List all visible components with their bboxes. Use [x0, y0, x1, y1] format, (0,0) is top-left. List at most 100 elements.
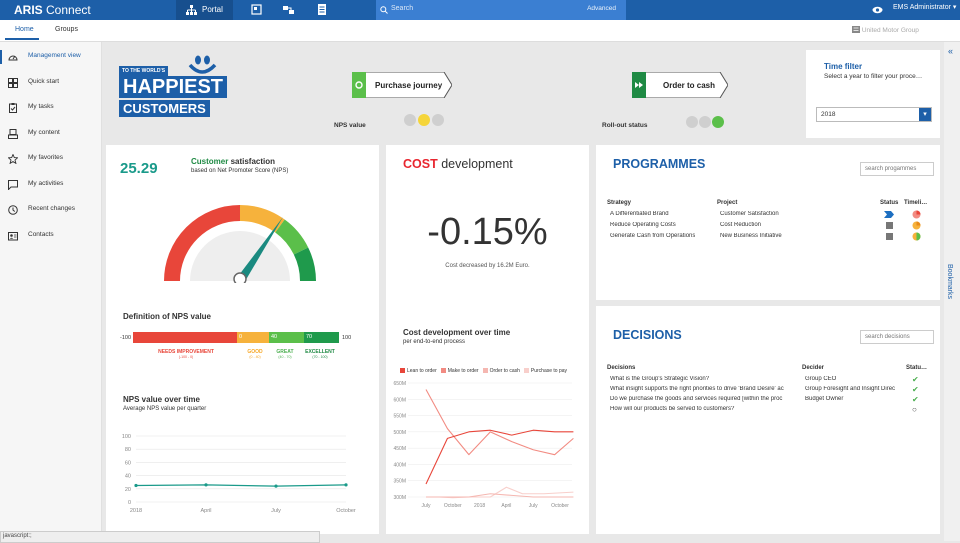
- purchase-journey-label: Purchase journey: [375, 81, 443, 90]
- nps-line-chart: 0 20 40 60 80 100 2018 April July October: [122, 434, 356, 514]
- year-select[interactable]: 2018 ▾: [816, 107, 932, 122]
- brand-bold: ARIS: [14, 3, 43, 17]
- sidebar-item-my-favorites[interactable]: My favorites: [0, 149, 101, 169]
- tab-home[interactable]: Home: [15, 26, 34, 33]
- purchase-journey-button[interactable]: Purchase journey: [352, 72, 452, 98]
- model-nav-button[interactable]: [246, 0, 268, 20]
- sidebar-item-label: Recent changes: [28, 205, 75, 212]
- legend-item[interactable]: Lean to order: [400, 368, 437, 374]
- table-row[interactable]: Generate Cash from Operations New Busine…: [596, 232, 940, 243]
- tab-bar: [0, 20, 960, 42]
- nps-chart-subtitle: Average NPS value per quarter: [123, 406, 207, 412]
- sidebar-item-label: Contacts: [28, 231, 54, 238]
- cell-decision: What is the Group's Strategic Vision?: [610, 376, 710, 382]
- eye-icon[interactable]: [872, 6, 883, 14]
- advanced-search-link[interactable]: Advanced: [587, 5, 616, 12]
- legend-range: (-100 - 0): [178, 355, 194, 359]
- y-tick-label: 400M: [393, 462, 406, 468]
- sidebar-item-label: Quick start: [28, 78, 60, 85]
- cost-caption: Cost decreased by 16.2M Euro.: [445, 263, 530, 269]
- col-strategy[interactable]: Strategy: [607, 200, 632, 206]
- smiley-icon: [188, 55, 217, 74]
- nps-band-value: 70: [306, 334, 313, 340]
- building-icon: [852, 26, 860, 33]
- sidebar-item-label: My favorites: [28, 154, 64, 161]
- collapse-icon[interactable]: «: [948, 46, 954, 56]
- order-to-cash-button[interactable]: Order to cash: [632, 72, 728, 98]
- decisions-title: DECISIONS: [613, 328, 682, 342]
- col-decisions[interactable]: Decisions: [607, 365, 636, 371]
- table-row[interactable]: Reduce Operating Costs Cost Reduction: [596, 221, 940, 232]
- active-tab-indicator: [5, 38, 39, 40]
- user-menu[interactable]: EMS Administrator ▾: [893, 3, 956, 11]
- y-tick-label: 550M: [393, 414, 406, 420]
- sidebar-item-my-activities[interactable]: My activities: [0, 175, 101, 195]
- legend-item[interactable]: Purchase to pay: [523, 368, 567, 374]
- search-input[interactable]: Search: [391, 5, 414, 12]
- programmes-search-input[interactable]: search progammes: [860, 162, 934, 176]
- nps-light-green: [432, 114, 444, 126]
- sidebar-item-management-view[interactable]: Management view: [0, 47, 101, 67]
- col-timeline[interactable]: Timeli…: [904, 200, 928, 206]
- legend-item[interactable]: Make to order: [440, 368, 479, 374]
- chevron-down-icon: ▾: [952, 4, 957, 11]
- data-point: [134, 483, 138, 488]
- cost-panel: COST development -0.15% Cost decreased b…: [386, 145, 589, 534]
- table-row[interactable]: Do we purchase the goods and services re…: [596, 395, 940, 405]
- time-filter-title: Time filter: [824, 62, 863, 71]
- legend-label: NEEDS IMPROVEMENT: [158, 349, 214, 355]
- col-project[interactable]: Project: [717, 200, 738, 206]
- legend-range: (40 - 70): [278, 355, 292, 359]
- timeline-circle-icon: [912, 232, 921, 241]
- sidebar-item-my-tasks[interactable]: My tasks: [0, 98, 101, 118]
- gauge-needle: [236, 217, 283, 283]
- sidebar-item-quick-start[interactable]: Quick start: [0, 73, 101, 93]
- gauge-red-arc: [164, 205, 241, 282]
- cost-chart-subtitle: per end-to-end process: [403, 339, 466, 345]
- col-status[interactable]: Status: [880, 200, 899, 206]
- contacts-icon: [8, 232, 18, 241]
- y-tick-label: 500M: [393, 430, 406, 436]
- open-circle-icon: ○: [912, 405, 917, 414]
- app-logo[interactable]: ARIS Connect: [14, 3, 91, 17]
- org-selector[interactable]: United Motor Group: [852, 26, 919, 34]
- legend-great: GREAT (40 - 70): [272, 349, 298, 359]
- legend-swatch: [523, 368, 529, 373]
- nps-band-excellent: 70: [304, 332, 339, 343]
- table-row[interactable]: A Differentiated Brand Customer Satisfac…: [596, 210, 940, 221]
- time-filter-card: Time filter Select a year to filter your…: [806, 50, 940, 138]
- legend-item[interactable]: Order to cash: [482, 368, 520, 374]
- y-tick-label: 100: [122, 434, 131, 440]
- search-bar[interactable]: Search Advanced: [376, 0, 626, 20]
- portal-nav-button[interactable]: Portal: [176, 0, 233, 20]
- nps-light-red: [404, 114, 416, 126]
- programmes-title: PROGRAMMES: [613, 157, 706, 171]
- sidebar-item-recent-changes[interactable]: Recent changes: [0, 200, 101, 220]
- col-status[interactable]: Statu…: [906, 365, 927, 371]
- table-row[interactable]: What insight supports the right prioriti…: [596, 385, 940, 395]
- nps-band-needs-improvement: [133, 332, 237, 343]
- data-point: [274, 484, 278, 488]
- table-row[interactable]: What is the Group's Strategic Vision? Gro…: [596, 375, 940, 385]
- comment-icon: [8, 180, 18, 190]
- nps-band-value: 0: [239, 334, 243, 340]
- sidebar-item-contacts[interactable]: Contacts: [0, 226, 101, 246]
- col-decider[interactable]: Decider: [802, 365, 825, 371]
- decisions-search-input[interactable]: search decisions: [860, 330, 934, 344]
- nps-title-rest: satisfaction: [228, 157, 276, 166]
- bookmarks-panel[interactable]: « Bookmarks: [944, 42, 960, 541]
- tab-groups[interactable]: Groups: [55, 26, 78, 33]
- chevron-down-icon[interactable]: ▾: [919, 108, 931, 121]
- collaboration-nav-button[interactable]: [278, 0, 300, 20]
- legend-needs-improvement: NEEDS IMPROVEMENT (-100 - 0): [156, 349, 216, 359]
- legend-label: Lean to order: [407, 368, 437, 374]
- cell-strategy: Generate Cash from Operations: [610, 233, 696, 239]
- legend-swatch: [482, 368, 488, 373]
- y-tick-label: 450M: [393, 446, 406, 452]
- timeline-circle-icon: [912, 221, 921, 230]
- dashboard-nav-button[interactable]: [311, 0, 333, 20]
- sidebar-item-my-content[interactable]: My content: [0, 124, 101, 144]
- status-square-icon: [886, 233, 893, 240]
- table-row[interactable]: How will our products be served to custo…: [596, 405, 940, 415]
- history-icon: [8, 205, 18, 215]
